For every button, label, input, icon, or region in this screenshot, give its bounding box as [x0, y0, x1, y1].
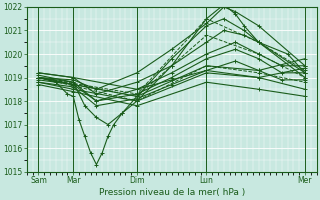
X-axis label: Pression niveau de la mer( hPa ): Pression niveau de la mer( hPa ) [99, 188, 245, 197]
